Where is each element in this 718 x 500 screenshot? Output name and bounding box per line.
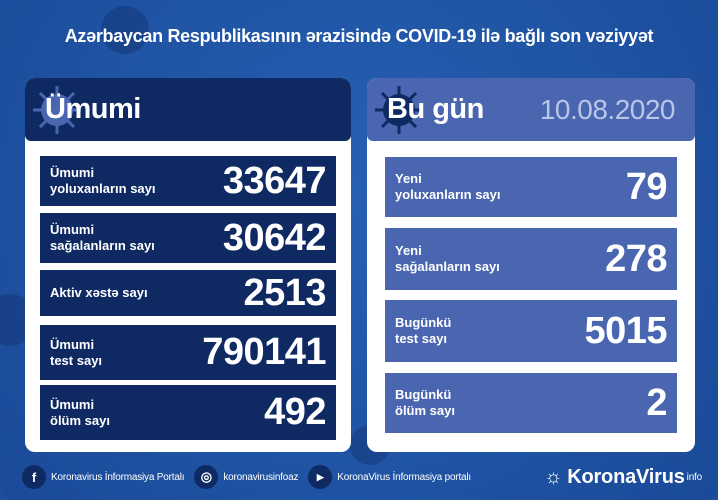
stat-value: 5015 (584, 309, 667, 352)
stat-row: Bugünkü test sayı 5015 (385, 300, 677, 362)
stat-label: Yeni (395, 243, 422, 258)
stat-label: Yeni (395, 171, 422, 186)
stat-label: sağalanların sayı (395, 259, 500, 274)
stat-label: test sayı (50, 352, 103, 368)
facebook-icon: f (22, 465, 46, 489)
stat-label: yoluxanların sayı (395, 187, 501, 202)
youtube-icon: ▶ (308, 465, 333, 489)
stat-label: sağalanların sayı (50, 238, 155, 253)
stat-value: 79 (625, 165, 668, 208)
total-panel: Ümumi Ümumi yoluxanların sayı 33647 Ümumi s… (25, 78, 351, 452)
today-header: Bu gün 10.08.2020 (367, 78, 695, 141)
stat-row: Ümumi ölüm sayı 492 (40, 385, 336, 440)
youtube-label: KoronaVirus İnformasiya portalı (337, 471, 471, 483)
stat-row: Ümumi yoluxanların sayı 33647 (40, 156, 336, 206)
stat-value: 2513 (243, 271, 326, 314)
today-panel: Bu gün 10.08.2020 Yeni yoluxanların sayı 7… (367, 78, 695, 452)
page-title: Azərbaycan Respublikasının ərazisində CO… (64, 26, 654, 46)
total-header: Ümumi (25, 78, 351, 141)
stat-label: Bugünkü (395, 387, 452, 402)
stat-label: Aktiv xəstə sayı (50, 285, 148, 300)
stat-row: Yeni yoluxanların sayı 79 (385, 157, 677, 217)
stat-label: ölüm sayı (395, 403, 455, 418)
virus-icon (375, 86, 423, 134)
stat-label: Ümumi (50, 222, 95, 237)
stat-value: 30642 (222, 216, 327, 259)
sun-virus-icon: ☼ (544, 465, 563, 488)
instagram-link[interactable]: ◎ koronavirusinfoaz (194, 465, 298, 489)
stat-value: 2 (646, 381, 667, 424)
stat-label: Bugünkü (395, 315, 452, 330)
stat-value: 790141 (202, 331, 326, 373)
brand-suffix: info (686, 471, 703, 483)
stat-label: Ümumi (50, 396, 95, 412)
virus-icon (33, 86, 81, 134)
stat-label: ölüm sayı (50, 412, 110, 428)
stat-row: Yeni sağalanların sayı 278 (385, 228, 677, 290)
stat-value: 492 (264, 391, 326, 433)
stat-label: Ümumi (50, 165, 95, 180)
stat-row: Bugünkü ölüm sayı 2 (385, 373, 677, 433)
today-heading: Bu gün (387, 93, 484, 125)
stat-label: Ümumi (50, 336, 95, 352)
footer: f Koronavirus İnformasiya Portalı ◎ korona… (22, 460, 702, 494)
brand-name: KoronaVirus (567, 465, 685, 488)
total-heading: Ümumi (45, 93, 141, 125)
stat-row: Ümumi sağalanların sayı 30642 (40, 213, 336, 263)
brand-logo: ☼ KoronaVirus info (544, 466, 702, 489)
stat-value: 278 (605, 237, 667, 280)
date: 10.08.2020 (539, 93, 676, 125)
facebook-label: Koronavirus İnformasiya Portalı (51, 471, 185, 483)
stat-label: test sayı (395, 331, 448, 346)
youtube-link[interactable]: ▶ KoronaVirus İnformasiya portalı (308, 465, 471, 489)
stat-label: yoluxanların sayı (50, 181, 156, 196)
instagram-label: koronavirusinfoaz (223, 471, 299, 483)
stat-row: Aktiv xəstə sayı 2513 (40, 270, 336, 316)
facebook-link[interactable]: f Koronavirus İnformasiya Portalı (22, 465, 185, 489)
stat-row: Ümumi test sayı 790141 (40, 325, 336, 380)
instagram-icon: ◎ (194, 465, 219, 489)
stat-value: 33647 (222, 159, 327, 202)
virus-decoration-icon (101, 6, 149, 54)
